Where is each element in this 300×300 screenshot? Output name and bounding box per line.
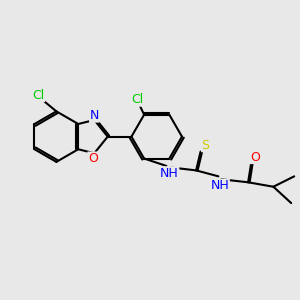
Text: S: S (202, 139, 210, 152)
Text: NH: NH (211, 179, 229, 192)
Text: O: O (250, 151, 260, 164)
Text: Cl: Cl (131, 93, 143, 106)
Text: O: O (88, 152, 98, 165)
Text: N: N (90, 109, 99, 122)
Text: NH: NH (160, 167, 179, 180)
Text: Cl: Cl (32, 88, 45, 101)
